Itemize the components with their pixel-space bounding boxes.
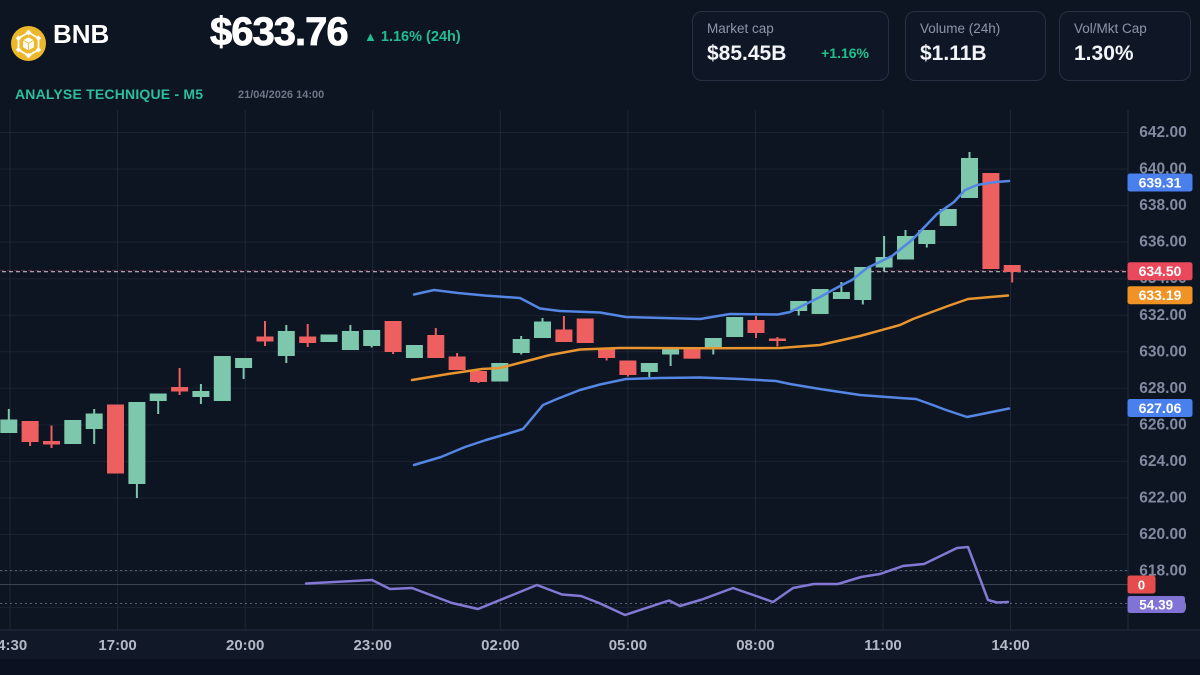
svg-text:54.39: 54.39 bbox=[1139, 597, 1173, 612]
svg-text:638.00: 638.00 bbox=[1139, 197, 1186, 214]
svg-text:14:30: 14:30 bbox=[0, 637, 27, 654]
svg-text:633.19: 633.19 bbox=[1139, 287, 1182, 303]
svg-text:627.06: 627.06 bbox=[1139, 400, 1182, 416]
svg-text:23:00: 23:00 bbox=[354, 637, 392, 654]
svg-text:628.00: 628.00 bbox=[1139, 380, 1186, 397]
svg-text:620.00: 620.00 bbox=[1139, 526, 1186, 543]
svg-text:626.00: 626.00 bbox=[1139, 416, 1186, 433]
svg-text:618.00: 618.00 bbox=[1139, 563, 1186, 580]
svg-text:20:00: 20:00 bbox=[226, 637, 264, 654]
svg-text:02:00: 02:00 bbox=[481, 637, 519, 654]
svg-text:0: 0 bbox=[1138, 577, 1145, 592]
svg-text:630.00: 630.00 bbox=[1139, 343, 1186, 360]
svg-text:622.00: 622.00 bbox=[1139, 490, 1186, 507]
svg-text:08:00: 08:00 bbox=[736, 637, 774, 654]
svg-text:14:00: 14:00 bbox=[991, 637, 1029, 654]
svg-text:624.00: 624.00 bbox=[1139, 453, 1186, 470]
svg-text:636.00: 636.00 bbox=[1139, 234, 1186, 251]
svg-text:632.00: 632.00 bbox=[1139, 307, 1186, 324]
svg-text:642.00: 642.00 bbox=[1139, 124, 1186, 141]
svg-text:640.00: 640.00 bbox=[1139, 161, 1186, 178]
svg-text:11:00: 11:00 bbox=[864, 637, 902, 654]
svg-text:17:00: 17:00 bbox=[98, 637, 136, 654]
svg-text:639.31: 639.31 bbox=[1139, 174, 1182, 190]
svg-text:05:00: 05:00 bbox=[609, 637, 647, 654]
svg-text:634.50: 634.50 bbox=[1139, 263, 1182, 279]
